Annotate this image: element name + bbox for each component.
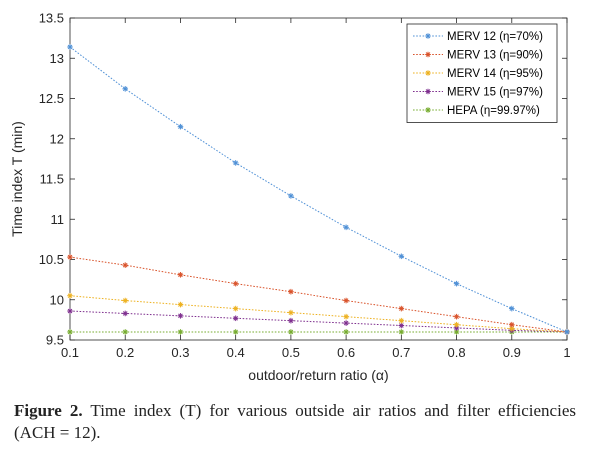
figure-caption: Figure 2. Time index (T) for various out… bbox=[14, 400, 576, 444]
data-point bbox=[453, 321, 460, 328]
data-point bbox=[177, 301, 184, 308]
data-point bbox=[232, 305, 239, 312]
data-point bbox=[67, 308, 73, 314]
data-point bbox=[398, 322, 405, 329]
series-layer bbox=[67, 44, 570, 335]
legend: MERV 12 (η=70%) MERV 13 (η=90%) MERV 14 (η… bbox=[406, 23, 558, 123]
data-point bbox=[398, 253, 405, 260]
data-point bbox=[343, 329, 349, 335]
data-point bbox=[122, 86, 129, 92]
data-point bbox=[288, 193, 294, 199]
legend-marker bbox=[425, 88, 431, 95]
y-tick-label: 12 bbox=[50, 131, 64, 146]
data-point bbox=[288, 317, 294, 324]
legend-item: MERV 13 (η=90%) bbox=[413, 50, 543, 62]
y-tick-label: 10 bbox=[50, 292, 64, 307]
legend-item: MERV 12 (η=70%) bbox=[413, 31, 543, 43]
legend-marker bbox=[425, 33, 431, 39]
data-point bbox=[564, 329, 570, 335]
legend-label: MERV 15 (η=97%) bbox=[447, 87, 543, 99]
data-point bbox=[177, 123, 184, 130]
data-point bbox=[453, 313, 460, 320]
caption-text: Time index (T) for various outside air r… bbox=[14, 401, 576, 442]
x-tick-label: 0.1 bbox=[61, 345, 79, 360]
data-point bbox=[343, 224, 349, 231]
data-point bbox=[343, 297, 349, 304]
y-tick-label: 13.5 bbox=[39, 11, 64, 26]
data-point bbox=[398, 317, 405, 324]
data-point bbox=[177, 313, 184, 319]
legend-label: MERV 13 (η=90%) bbox=[447, 50, 543, 62]
series-line bbox=[69, 310, 568, 333]
x-tick-label: 0.2 bbox=[116, 345, 134, 360]
y-tick-label: 11.5 bbox=[40, 172, 64, 187]
data-point bbox=[288, 329, 294, 335]
series-line bbox=[69, 256, 568, 333]
x-axis-label: outdoor/return ratio (α) bbox=[248, 367, 388, 383]
legend-marker bbox=[425, 70, 431, 76]
caption-label: Figure 2. bbox=[14, 401, 83, 420]
x-tick-label: 0.8 bbox=[448, 345, 466, 360]
y-tick-label: 9.5 bbox=[46, 333, 64, 348]
series-line bbox=[69, 46, 568, 333]
data-point bbox=[343, 313, 349, 320]
data-point bbox=[122, 262, 129, 268]
chart: 0.1 0.2 0.3 0.4 0.5 0.6 0.7 0.8 0.9 1 9.5 10 10.5 11 1… bbox=[9, 11, 571, 384]
data-point bbox=[508, 321, 515, 328]
data-point bbox=[343, 320, 349, 326]
legend-item: HEPA (η=99.97%) bbox=[413, 105, 540, 117]
data-point bbox=[122, 297, 129, 304]
data-point bbox=[177, 271, 184, 278]
series-1 bbox=[67, 254, 570, 335]
data-point bbox=[67, 292, 73, 299]
y-axis-label: Time index T (min) bbox=[9, 121, 25, 237]
y-tick-label: 11 bbox=[51, 212, 65, 227]
data-point bbox=[232, 160, 239, 166]
data-point bbox=[453, 280, 460, 287]
data-point bbox=[67, 329, 73, 335]
legend-item: MERV 15 (η=97%) bbox=[413, 87, 543, 99]
data-point bbox=[398, 305, 405, 312]
legend-label: HEPA (η=99.97%) bbox=[447, 105, 540, 117]
data-point bbox=[232, 315, 239, 322]
x-tick-label: 0.9 bbox=[503, 345, 521, 360]
x-tick-label: 0.3 bbox=[171, 345, 189, 360]
data-point bbox=[122, 329, 129, 335]
legend-label: MERV 14 (η=95%) bbox=[447, 68, 543, 80]
data-point bbox=[288, 288, 294, 295]
x-tick-label: 1 bbox=[563, 345, 570, 360]
x-tick-label: 0.5 bbox=[282, 345, 300, 360]
series-4 bbox=[67, 329, 570, 335]
series-2 bbox=[67, 292, 570, 335]
x-tick-label: 0.6 bbox=[337, 345, 355, 360]
legend-label: MERV 12 (η=70%) bbox=[447, 31, 543, 43]
x-tick-label: 0.4 bbox=[227, 345, 245, 360]
legend-item: MERV 14 (η=95%) bbox=[413, 68, 543, 80]
tick-labels: 0.1 0.2 0.3 0.4 0.5 0.6 0.7 0.8 0.9 1 9.5 10 10.5 11 1… bbox=[39, 11, 571, 361]
legend-marker bbox=[425, 107, 431, 113]
data-point bbox=[288, 309, 294, 316]
y-tick-label: 13 bbox=[50, 51, 64, 66]
series-3 bbox=[67, 308, 570, 335]
data-point bbox=[67, 44, 73, 50]
data-point bbox=[508, 305, 515, 312]
legend-marker bbox=[425, 51, 431, 58]
data-point bbox=[398, 329, 405, 335]
data-point bbox=[177, 329, 184, 335]
y-tick-label: 12.5 bbox=[39, 91, 64, 106]
series-0 bbox=[67, 44, 570, 335]
legend-box bbox=[406, 23, 558, 123]
y-tick-label: 10.5 bbox=[39, 252, 64, 267]
data-point bbox=[232, 280, 239, 287]
x-tick-label: 0.7 bbox=[392, 345, 410, 360]
data-point bbox=[122, 310, 129, 317]
axes bbox=[69, 17, 568, 341]
data-point bbox=[67, 254, 73, 260]
data-point bbox=[232, 329, 239, 335]
